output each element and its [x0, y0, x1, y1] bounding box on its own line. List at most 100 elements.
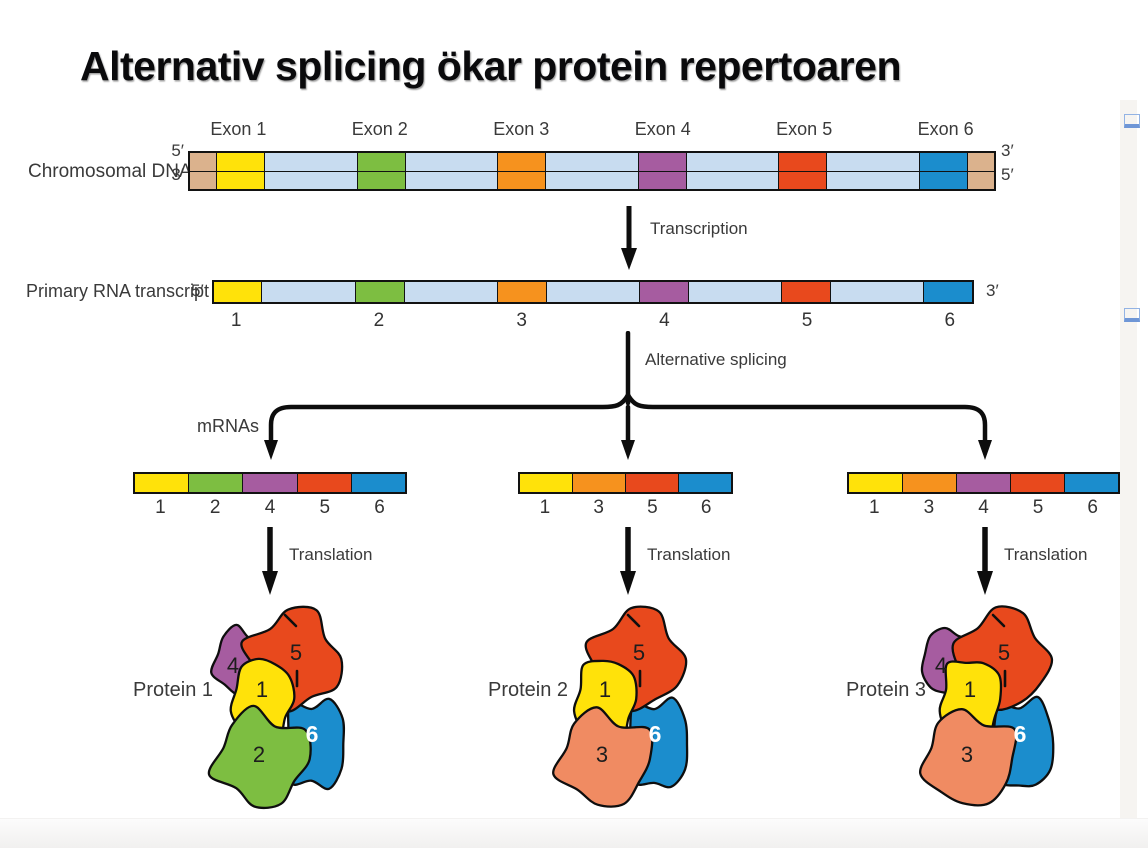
translation-arrow	[620, 527, 636, 595]
mrna-exon-segment-2	[188, 474, 243, 492]
exon-segment-5	[778, 153, 827, 171]
mrna-exon-segment-6	[1064, 474, 1118, 492]
mrna-bar	[518, 472, 733, 494]
exon-segment-1	[214, 282, 262, 302]
mrna-exon-segment-6	[350, 474, 406, 492]
exon-number: 6	[700, 497, 712, 518]
exon-number: 5	[647, 497, 658, 518]
subunit-number: 6	[306, 721, 319, 747]
dna-right-end-bottom: 5′	[1001, 165, 1014, 184]
mrna-exon-numbers: 1 3 4 5 6	[847, 497, 1120, 519]
chromosomal-dna-bar	[188, 151, 996, 191]
dna-left-end-top: 5′	[171, 141, 184, 160]
dna-exon-labels: Exon 1 Exon 2 Exon 3 Exon 4 Exon 5 Exon 6	[188, 119, 996, 141]
subunit-number: 1	[256, 677, 268, 702]
exon-number: 1	[230, 310, 242, 331]
exon-segment-6	[919, 153, 968, 171]
mrna-bar	[847, 472, 1120, 494]
exon-number: 1	[539, 497, 551, 518]
alternative-splicing-arrows	[264, 331, 992, 460]
intron-segment	[826, 153, 920, 171]
intron-segment	[685, 172, 779, 189]
exon-segment-5	[781, 282, 830, 302]
intron-segment	[404, 172, 498, 189]
mrna-bar	[133, 472, 407, 494]
exon-label: Exon 1	[210, 119, 267, 139]
subunit-detail-line	[626, 613, 641, 628]
mrna-exon-segment-4	[956, 474, 1010, 492]
intron-segment	[826, 172, 920, 189]
exon-number: 3	[923, 497, 935, 518]
protein-subunit-3	[919, 708, 1018, 807]
alternative-splicing-label: Alternative splicing	[645, 350, 787, 369]
intron-segment	[263, 153, 357, 171]
subunit-number: 6	[1014, 721, 1027, 747]
protein-1-structure: 4 6 51 2	[207, 605, 346, 810]
exon-segment-2	[355, 282, 404, 302]
exon-segment-2	[356, 172, 405, 189]
protein-3-label: Protein 3	[846, 679, 927, 701]
subunit-number: 5	[290, 640, 302, 665]
intron-segment	[545, 172, 638, 189]
exon-segment-6	[919, 172, 968, 189]
exon-number: 5	[801, 310, 813, 331]
exon-number: 1	[869, 497, 880, 518]
protein-subunit-2	[207, 704, 312, 810]
rna-left-end: 5′	[191, 281, 204, 300]
intron-segment	[404, 153, 498, 171]
translation-label: Translation	[647, 545, 731, 564]
exon-number: 5	[1032, 497, 1044, 518]
exon-segment-5	[778, 172, 827, 189]
intron-segment	[261, 282, 356, 302]
subunit-number: 5	[633, 640, 645, 665]
subunit-number: 4	[935, 653, 947, 678]
exon-number: 6	[944, 310, 956, 331]
mrna-exon-segment-1	[849, 474, 902, 492]
protein-subunit-3	[552, 706, 654, 808]
exon-segment-1	[215, 172, 264, 189]
rna-exon-numbers: 1 2 3 4 5 6	[212, 310, 974, 332]
intron-segment	[403, 282, 498, 302]
slide-bottom-edge	[0, 818, 1148, 848]
primary-rna-bar	[212, 280, 974, 304]
exon-segment-4	[639, 282, 688, 302]
intron-segment	[263, 172, 357, 189]
exon-number: 5	[319, 497, 331, 518]
exon-number: 4	[659, 310, 670, 331]
exon-number: 4	[978, 497, 989, 518]
translation-arrow	[977, 527, 993, 595]
subunit-number: 3	[596, 742, 608, 767]
exon-number: 6	[374, 497, 385, 518]
cap-segment	[967, 172, 994, 189]
protein-2-label: Protein 2	[488, 679, 569, 701]
exon-segment-3	[497, 172, 546, 189]
mrna-exon-segment-3	[572, 474, 625, 492]
exon-label: Exon 6	[917, 119, 974, 139]
protein-3-structure: 4 6 51 3	[919, 605, 1055, 807]
intron-segment	[545, 153, 638, 171]
exon-segment-4	[637, 172, 686, 189]
mrna-exon-segment-5	[296, 474, 351, 492]
protein-2-structure: 6 51 3	[552, 605, 689, 808]
protein-1-label: Protein 1	[133, 679, 214, 701]
exon-segment-4	[637, 153, 686, 171]
exon-segment-2	[356, 153, 405, 171]
exon-number: 3	[593, 497, 604, 518]
intron-segment	[685, 153, 779, 171]
mrna-exon-numbers: 1 2 4 5 6	[133, 497, 407, 519]
dna-right-end-top: 3′	[1001, 141, 1014, 160]
comment-marker[interactable]	[1124, 308, 1140, 322]
exon-label: Exon 4	[634, 119, 691, 139]
comment-marker[interactable]	[1124, 114, 1140, 128]
mrna-exon-segment-4	[242, 474, 297, 492]
exon-label: Exon 2	[351, 119, 408, 139]
exon-number: 1	[155, 497, 166, 518]
transcription-arrow	[621, 206, 637, 270]
translation-label: Translation	[289, 545, 373, 564]
exon-segment-1	[215, 153, 264, 171]
subunit-number: 1	[599, 677, 611, 702]
primary-rna-label: Primary RNA transcript	[26, 281, 210, 301]
scrollbar-gutter[interactable]	[1120, 100, 1137, 830]
translation-label: Translation	[1004, 545, 1088, 564]
exon-number: 4	[264, 497, 276, 518]
